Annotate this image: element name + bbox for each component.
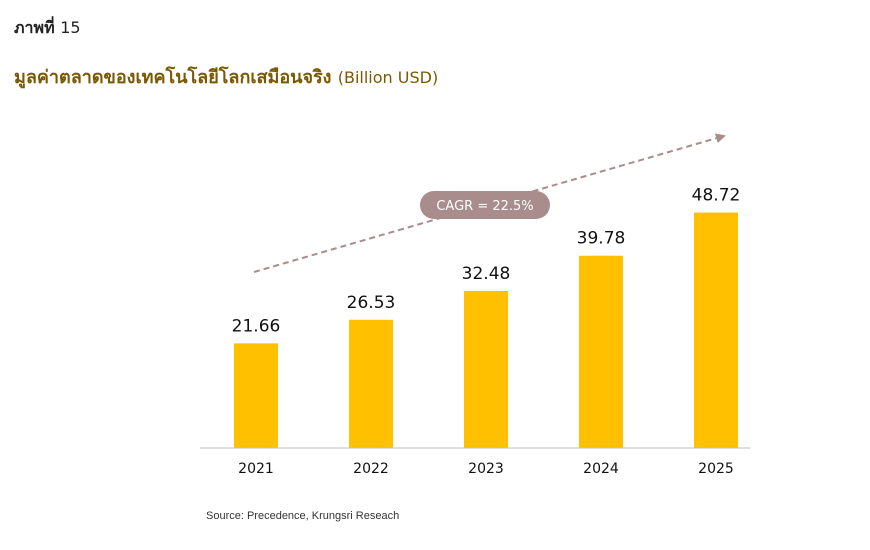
figure-number: 15 — [60, 18, 81, 37]
x-tick-labels: 2021 2022 2023 2024 2025 — [238, 461, 734, 477]
bars-layer — [234, 212, 738, 448]
bar-2024 — [579, 255, 623, 448]
data-label-2024: 39.78 — [577, 229, 626, 249]
data-label-2023: 32.48 — [462, 264, 511, 284]
figure-label-text: ภาพที่ — [14, 18, 55, 37]
cagr-badge: CAGR = 22.5% — [420, 191, 550, 219]
x-tick-label-2023: 2023 — [468, 461, 504, 477]
chart-title: มูลค่าตลาดของเทคโนโลยีโลกเสมือนจริง (Bil… — [14, 62, 438, 91]
x-tick-label-2025: 2025 — [698, 461, 734, 477]
cagr-badge-background — [420, 191, 550, 219]
source-note: Source: Precedence, Krungsri Reseach — [206, 510, 400, 522]
bar-2025 — [694, 212, 738, 448]
data-labels: 21.66 26.53 32.48 39.78 48.72 — [232, 186, 741, 337]
cagr-badge-text: CAGR = 22.5% — [436, 199, 533, 214]
data-label-2025: 48.72 — [692, 186, 741, 206]
bar-2022 — [349, 319, 393, 448]
bar-2023 — [464, 291, 508, 448]
figure-label: ภาพที่ 15 — [14, 16, 81, 41]
chart-title-text: มูลค่าตลาดของเทคโนโลยีโลกเสมือนจริง — [14, 67, 332, 88]
chart-unit: (Billion USD) — [337, 68, 439, 87]
x-tick-label-2022: 2022 — [353, 461, 389, 477]
data-label-2021: 21.66 — [232, 316, 281, 336]
bar-2021 — [234, 343, 278, 448]
x-tick-label-2021: 2021 — [238, 461, 274, 477]
data-label-2022: 26.53 — [347, 293, 396, 313]
x-tick-label-2024: 2024 — [583, 461, 619, 477]
